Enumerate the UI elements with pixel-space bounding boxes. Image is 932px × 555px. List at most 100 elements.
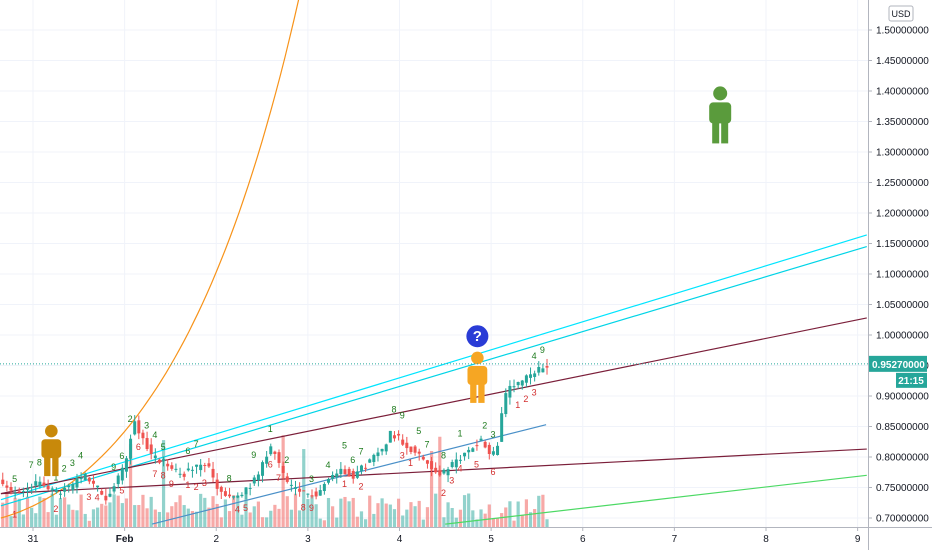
candle-body xyxy=(223,491,227,496)
candle-body xyxy=(124,458,128,472)
y-tick-label: 1.35000000 xyxy=(876,117,929,128)
sequence-marker-green: 8 xyxy=(227,474,232,484)
candle-body xyxy=(236,495,240,498)
volume-bar xyxy=(277,508,281,527)
candle-body xyxy=(211,468,215,478)
question-icon: ? xyxy=(466,325,489,348)
sequence-marker-green: 2 xyxy=(284,455,289,465)
trend-lines xyxy=(0,0,867,525)
candle-body xyxy=(190,469,194,471)
volume-bar xyxy=(219,517,223,527)
candle-body xyxy=(483,441,487,448)
volume-bar xyxy=(25,496,30,527)
person-leg-right xyxy=(478,383,485,403)
volume-bar xyxy=(46,512,50,527)
volume-bar xyxy=(368,495,372,527)
candle-body xyxy=(516,382,520,386)
maroon-line-lower xyxy=(0,448,867,495)
candle-body xyxy=(425,460,429,464)
candle-body xyxy=(129,438,133,459)
candle-body xyxy=(458,459,462,461)
sequence-marker-green: 4 xyxy=(532,351,537,361)
candle-body xyxy=(442,469,446,474)
sequence-marker-green: 7 xyxy=(424,440,429,450)
volume-bar xyxy=(194,511,199,527)
volume-bar xyxy=(186,508,190,527)
candle-body xyxy=(347,468,351,477)
candle-body xyxy=(413,446,417,453)
sequence-marker-green: 6 xyxy=(350,455,355,465)
volume-bar xyxy=(91,509,96,527)
candle-body xyxy=(273,451,277,454)
time-axis[interactable]: 31 Feb 2 3 4 5 6 7 8 9 xyxy=(27,527,861,545)
volume-bar xyxy=(5,493,9,527)
candle-body xyxy=(50,488,54,490)
volume-bar xyxy=(417,500,421,527)
volume-bar xyxy=(190,511,195,527)
cyan-channel-upper xyxy=(0,234,867,501)
volume-bar xyxy=(116,495,120,527)
countdown-box xyxy=(896,372,927,388)
candle-body xyxy=(71,483,75,491)
sequence-marker-green: 2 xyxy=(62,463,67,473)
sequence-marker-red: 4 xyxy=(457,463,462,473)
y-tick-label: 0.85000000 xyxy=(876,422,929,433)
candle-body xyxy=(533,373,537,377)
volume-bar xyxy=(269,510,273,527)
volume-bar xyxy=(95,507,100,527)
volume-bar xyxy=(355,516,359,527)
sequence-marker-green: 5 xyxy=(161,442,166,452)
sequence-marker-green: 4 xyxy=(78,451,83,461)
volume-bar xyxy=(388,504,392,527)
candle-body xyxy=(46,485,50,490)
currency-badge[interactable]: USD xyxy=(888,5,914,22)
volume-bar xyxy=(273,504,277,527)
price-axis[interactable]: USD 1.50000000 1.45000000 1.40000000 1.35000… xyxy=(0,5,929,525)
volume-bar xyxy=(380,498,384,527)
volume-bar xyxy=(215,503,219,527)
volume-bar xyxy=(409,502,413,527)
volume-bar xyxy=(9,516,13,527)
sequence-marker-green: 9 xyxy=(540,345,545,355)
candle-body xyxy=(351,470,355,479)
volume-bar xyxy=(174,502,178,527)
person-leg-right xyxy=(52,456,59,477)
volume-bar xyxy=(133,505,137,527)
volume-bar xyxy=(128,444,133,527)
sequence-marker-red: 5 xyxy=(474,460,479,470)
figure-person-green xyxy=(709,86,732,144)
volume-bar xyxy=(500,513,504,527)
y-tick-label: 1.10000000 xyxy=(876,270,929,281)
volume-bar xyxy=(13,497,17,527)
volume-bar xyxy=(326,497,331,527)
volume-bar xyxy=(50,493,54,527)
sequence-marker-green: 3 xyxy=(490,429,495,439)
x-tick-label: Feb xyxy=(116,534,134,545)
volume-bar xyxy=(289,509,293,527)
candle-body xyxy=(104,495,108,501)
y-tick-label: 1.40000000 xyxy=(876,87,929,98)
candle-body xyxy=(298,488,302,492)
candle-body xyxy=(504,393,508,415)
candle-body xyxy=(13,492,17,494)
candle-body xyxy=(520,380,524,386)
candle-body xyxy=(335,473,339,478)
candle-body xyxy=(232,496,236,498)
candle-body xyxy=(434,467,438,473)
candle-body xyxy=(265,456,269,464)
volume-bar xyxy=(392,509,397,527)
volume-bar xyxy=(372,513,376,527)
candle-body xyxy=(79,477,83,480)
volume-bar xyxy=(112,494,116,527)
person-leg-left xyxy=(44,456,51,477)
cyan-channel-lower xyxy=(0,245,867,507)
sequence-marker-red: 3 xyxy=(86,492,91,502)
volume-bar xyxy=(157,511,162,527)
sequence-marker-red: 2 xyxy=(53,504,58,514)
candle-body xyxy=(186,468,190,471)
sequence-marker-green: 5 xyxy=(416,426,421,436)
volume-bar xyxy=(351,497,355,527)
x-tick-label: 2 xyxy=(213,534,219,545)
candle-body xyxy=(318,490,322,496)
